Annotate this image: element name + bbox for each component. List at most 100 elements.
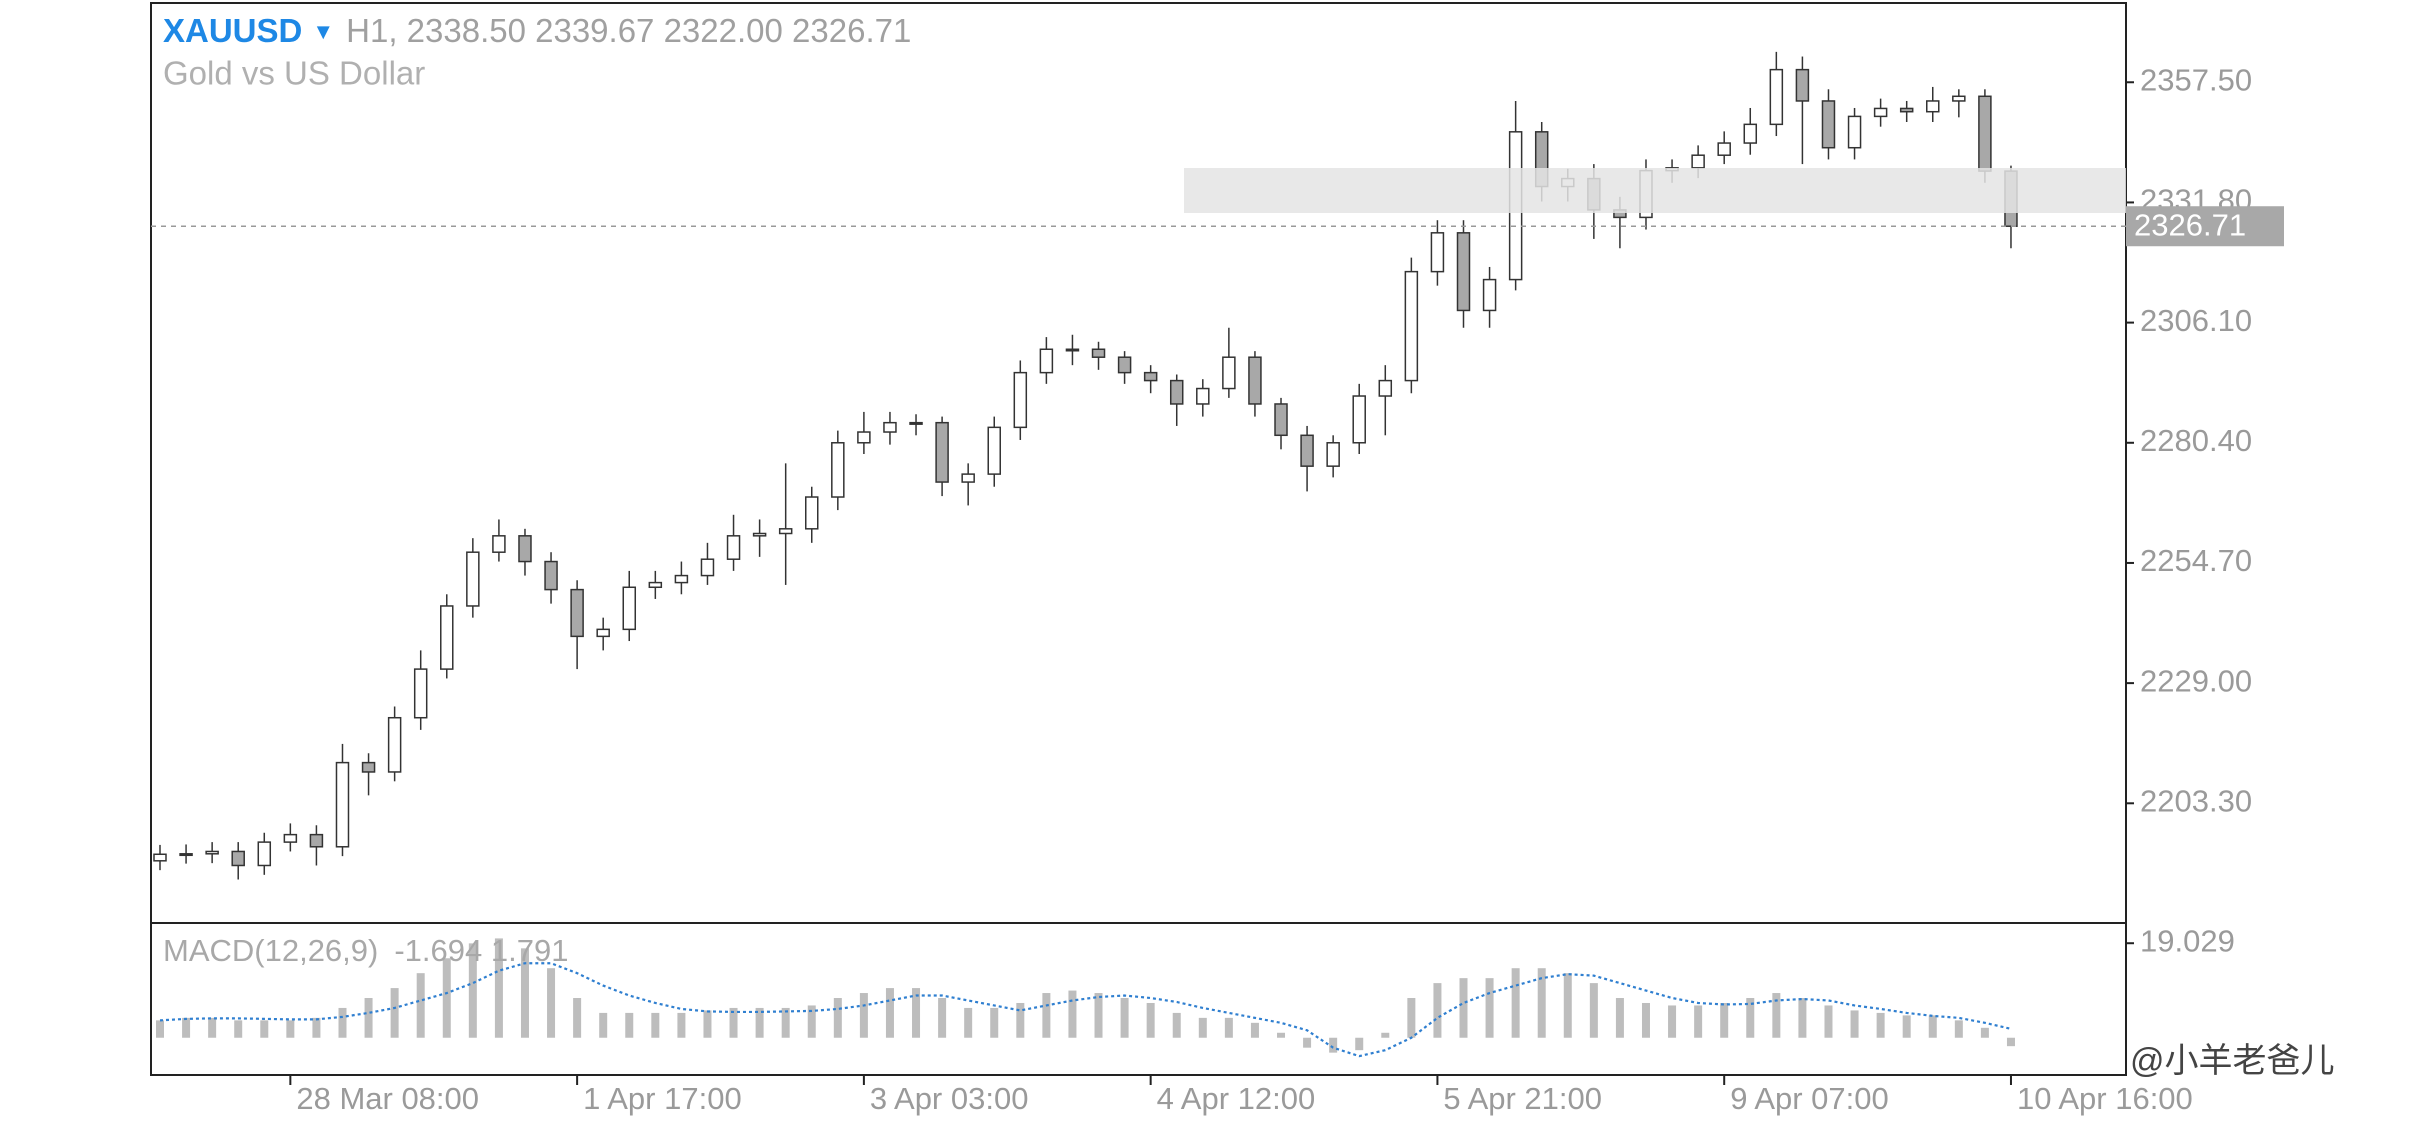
candle-body — [622, 586, 637, 631]
candle-body — [700, 558, 715, 577]
candle-body — [648, 581, 663, 589]
candle-body — [805, 496, 819, 530]
chart-header: XAUUSD ▼ H1, 2338.50 2339.67 2322.00 2326.… — [163, 12, 911, 49]
y-tick-label: 2203.30 — [2140, 783, 2252, 818]
macd-bar — [1068, 990, 1077, 1038]
candle-body — [1013, 371, 1028, 429]
candle-body — [283, 833, 298, 843]
plot-frame — [150, 2, 2127, 1076]
macd-bar — [1146, 1002, 1155, 1038]
candle-body — [179, 853, 193, 857]
macd-bar — [1329, 1037, 1338, 1053]
macd-bar — [1277, 1032, 1286, 1038]
candle-body — [1795, 68, 1810, 102]
macd-bar — [912, 988, 921, 1038]
candle-body — [1169, 379, 1184, 405]
macd-bar — [1172, 1012, 1181, 1038]
candle-body — [1456, 232, 1471, 312]
x-tick-label: 4 Apr 12:00 — [1157, 1081, 1316, 1116]
candle-body — [831, 442, 845, 498]
y-tick-label: 2229.00 — [2140, 663, 2252, 698]
candle-body — [1847, 115, 1862, 149]
macd-bar — [651, 1012, 660, 1038]
candle-body — [726, 535, 741, 560]
candle-body — [909, 421, 923, 425]
candle-body — [231, 850, 245, 867]
x-tick-label: 10 Apr 16:00 — [2017, 1081, 2193, 1116]
macd-bar — [990, 1007, 999, 1038]
y-tick-label: 2306.10 — [2140, 303, 2252, 338]
macd-bar — [1876, 1012, 1885, 1038]
candle-body — [1300, 434, 1314, 467]
candle-body — [961, 473, 975, 483]
candle-body — [935, 421, 949, 483]
candle-body — [257, 841, 272, 867]
candle-body — [752, 532, 767, 537]
y-tick-label: 2254.70 — [2140, 543, 2252, 578]
candle-body — [987, 426, 1001, 475]
macd-bar — [964, 1007, 973, 1038]
macd-bar — [1042, 993, 1051, 1038]
candle-body — [466, 551, 480, 607]
candle-body — [857, 431, 871, 444]
macd-bar — [885, 988, 894, 1038]
macd-bar — [1746, 998, 1755, 1038]
x-tick-label: 1 Apr 17:00 — [583, 1081, 742, 1116]
macd-bar — [1954, 1020, 1963, 1038]
macd-bar — [1694, 1005, 1703, 1038]
candle-body — [1274, 403, 1288, 437]
candle-body — [1952, 95, 1966, 102]
candle-body — [1691, 154, 1705, 169]
macd-bar — [286, 1020, 295, 1038]
last-price-box — [2126, 206, 2284, 247]
macd-bar — [1303, 1037, 1312, 1048]
candle-body — [1899, 107, 1914, 113]
y-tick-label: 19.029 — [2140, 923, 2235, 958]
dropdown-icon[interactable]: ▼ — [312, 19, 334, 44]
macd-bar — [1511, 968, 1520, 1038]
candle-body — [361, 761, 376, 773]
macd-bar — [833, 998, 842, 1038]
candle-body — [778, 528, 793, 535]
watermark: @小羊老爸儿 — [2130, 1042, 2335, 1080]
candle-body — [335, 761, 350, 848]
subtitle: Gold vs US Dollar — [163, 55, 425, 92]
candle-body — [1978, 95, 1992, 172]
macd-bar — [1250, 1022, 1259, 1038]
candle-body — [1430, 232, 1445, 273]
macd-bar — [442, 958, 451, 1038]
x-tick-label: 5 Apr 21:00 — [1443, 1081, 1602, 1116]
macd-bar — [1798, 998, 1807, 1038]
macd-bar — [1824, 1005, 1833, 1038]
macd-bar — [494, 938, 503, 1038]
candle-body — [1378, 379, 1393, 397]
candle-body — [1769, 68, 1784, 126]
candle-body — [309, 833, 324, 848]
macd-bar — [1120, 998, 1129, 1038]
macd-bar — [1016, 1002, 1025, 1038]
candle-body — [153, 853, 167, 862]
macd-bar — [416, 973, 425, 1038]
macd-bar — [703, 1010, 712, 1038]
macd-bar — [729, 1007, 738, 1038]
macd-bar — [468, 943, 477, 1038]
candle-body — [1404, 270, 1419, 382]
macd-bar — [1720, 1002, 1729, 1038]
macd-bar — [755, 1007, 764, 1038]
macd-info: -1.694 1.791 — [394, 933, 568, 968]
candle-body — [413, 668, 428, 719]
macd-bar — [1433, 983, 1442, 1038]
macd-bar — [573, 998, 582, 1038]
macd-title: MACD(12,26,9) — [163, 933, 378, 968]
macd-bar — [1381, 1032, 1390, 1038]
macd-bar — [1224, 1017, 1233, 1038]
macd-bar — [260, 1020, 269, 1038]
macd-bar — [547, 968, 556, 1038]
macd-bar — [1094, 993, 1103, 1038]
candle-body — [1873, 107, 1888, 118]
zone-box — [1184, 168, 2126, 213]
candle-body — [387, 716, 402, 773]
ohlc-info: H1, 2338.50 2339.67 2322.00 2326.71 — [346, 12, 911, 49]
